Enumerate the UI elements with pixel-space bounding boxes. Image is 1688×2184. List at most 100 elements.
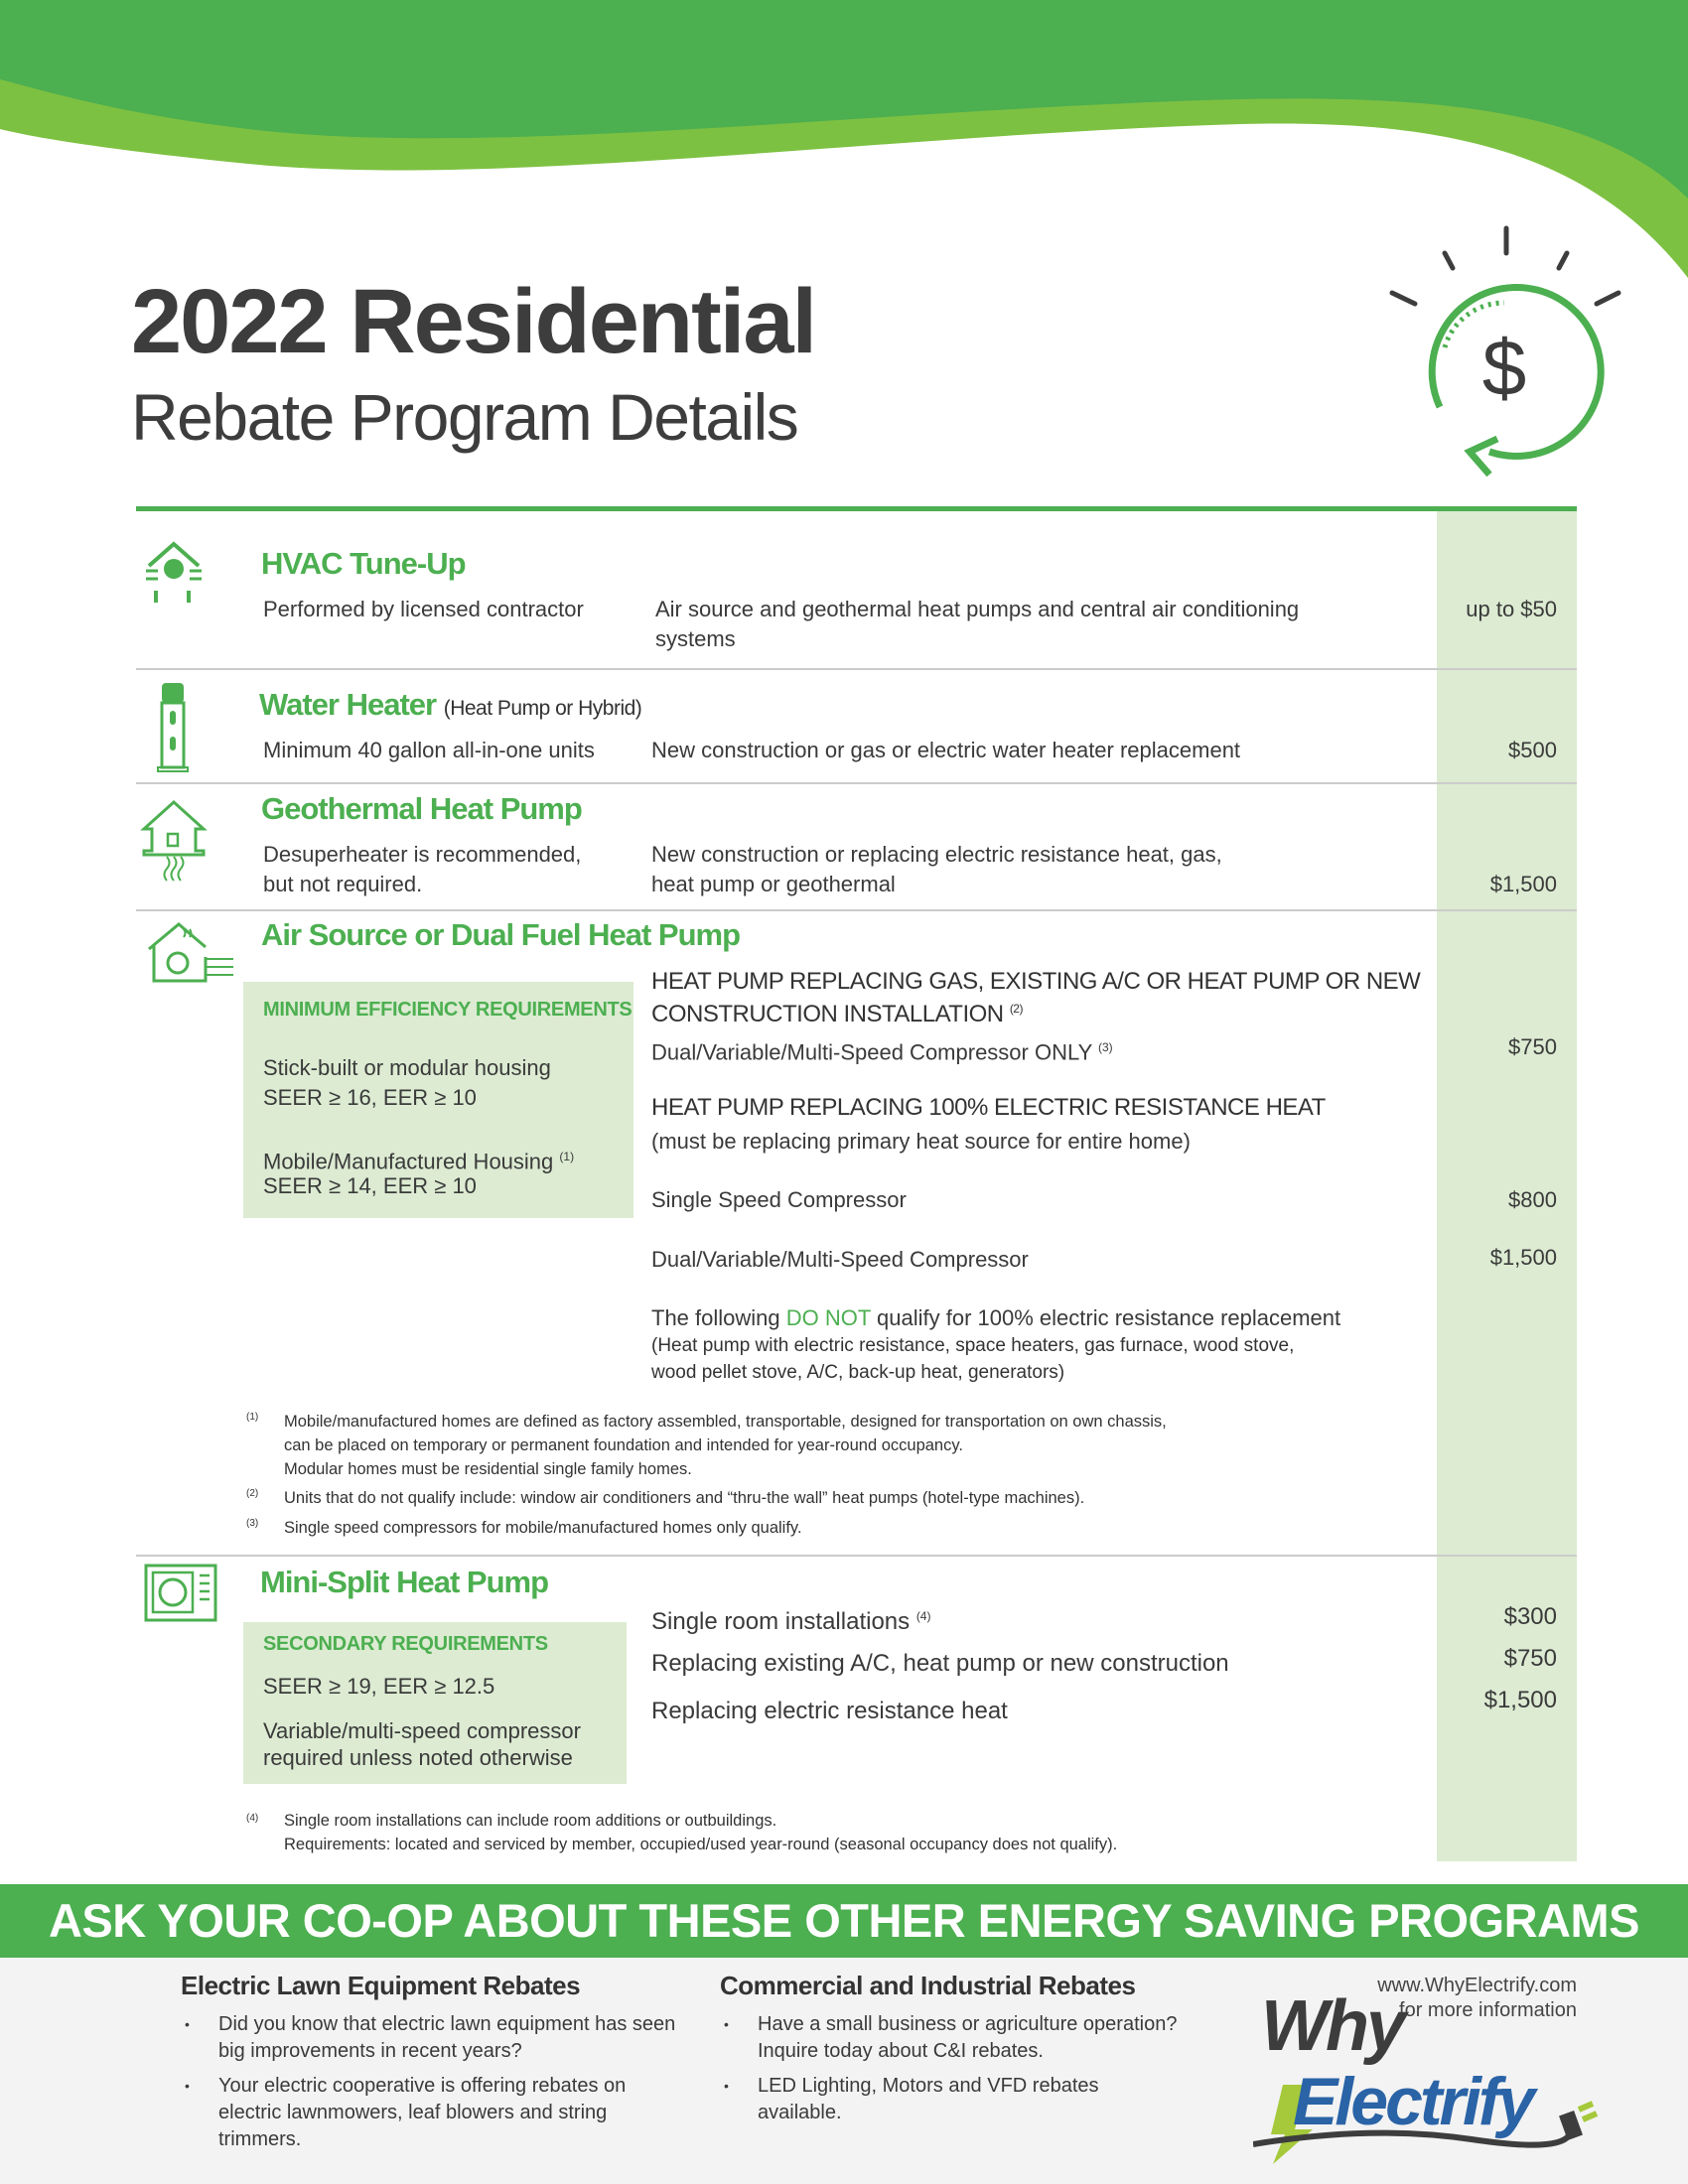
hvac-description-2: systems [655, 626, 736, 651]
footnote-line: Requirements: located and serviced by me… [284, 1836, 1118, 1853]
replacing-resistance-price: $1,500 [1483, 1687, 1557, 1713]
footnote-line: can be placed on temporary or permanent … [284, 1436, 963, 1454]
more-info-text: for more information [1399, 1999, 1577, 2021]
air-source-price-750: $750 [1508, 1034, 1557, 1059]
compressor-requirement: Variable/multi-speed compressor [263, 1718, 581, 1743]
stick-built-seer: SEER ≥ 16, EER ≥ 10 [263, 1085, 477, 1110]
multi-speed-price: $1,500 [1489, 1245, 1557, 1270]
replacing-ac-price: $750 [1503, 1645, 1557, 1672]
air-source-heat-pump-icon [148, 922, 233, 983]
cni-rebates: Commercial and Industrial Rebates Have a… [720, 1971, 1187, 2134]
single-speed-label: Single Speed Compressor [651, 1187, 907, 1212]
replacing-gas-heading: HEAT PUMP REPLACING GAS, EXISTING A/C OR… [651, 968, 1421, 995]
geothermal-price: $1,500 [1489, 872, 1557, 896]
hvac-description: Air source and geothermal heat pumps and… [655, 597, 1300, 621]
note-text: The following [651, 1305, 786, 1330]
page-title: 2022 Residential [131, 271, 817, 372]
replacing-resistance-label: Replacing electric resistance heat [651, 1698, 1008, 1724]
divider [136, 909, 1577, 911]
replacing-resistance-note: (must be replacing primary heat source f… [651, 1129, 1191, 1154]
footnote-ref: (3) [1097, 1040, 1113, 1054]
hvac-house-fan-icon [146, 541, 202, 603]
mini-split-title: Mini-Split Heat Pump [260, 1565, 549, 1599]
hvac-requirement: Performed by licensed contractor [263, 597, 584, 621]
cni-rebates-title: Commercial and Industrial Rebates [720, 1971, 1136, 2000]
mobile-housing-seer: SEER ≥ 14, EER ≥ 10 [263, 1173, 477, 1198]
mobile-housing-label: Mobile/Manufactured Housing (1) [263, 1142, 574, 1176]
hvac-title: HVAC Tune-Up [261, 546, 467, 581]
footnote-line: Single room installations can include ro… [284, 1812, 777, 1830]
water-heater-description: New construction or gas or electric wate… [651, 738, 1241, 762]
replacing-ac-label: Replacing existing A/C, heat pump or new… [651, 1650, 1229, 1677]
hvac-price: up to $50 [1466, 597, 1557, 621]
stick-built-label: Stick-built or modular housing [263, 1055, 551, 1080]
website-info[interactable]: www.WhyElectrify.com for more information [1377, 1974, 1577, 2023]
geothermal-description: New construction or replacing electric r… [651, 842, 1222, 867]
top-rule [136, 506, 1577, 511]
note-text: qualify for 100% electric resistance rep… [870, 1305, 1341, 1330]
footnote-number: (3) [246, 1518, 259, 1529]
divider [136, 1555, 1577, 1557]
footnote-line: Units that do not qualify include: windo… [284, 1489, 1085, 1507]
air-source-title: Air Source or Dual Fuel Heat Pump [261, 917, 741, 952]
secondary-requirements-box: SECONDARY REQUIREMENTS SEER ≥ 19, EER ≥ … [243, 1622, 627, 1784]
dual-speed-only: Dual/Variable/Multi-Speed Compressor ONL… [651, 1032, 1113, 1067]
mini-split-seer: SEER ≥ 19, EER ≥ 12.5 [263, 1674, 495, 1699]
single-speed-price: $800 [1508, 1187, 1557, 1212]
why-electrify-logo: Why Electrify [1253, 1986, 1599, 2164]
water-heater-requirement: Minimum 40 gallon all-in-one units [263, 738, 595, 762]
do-not-qualify-note: The following DO NOT qualify for 100% el… [651, 1303, 1340, 1333]
secondary-requirements-heading: SECONDARY REQUIREMENTS [263, 1633, 548, 1655]
water-heater-title-text: Water Heater [259, 687, 437, 722]
lawn-rebates-title: Electric Lawn Equipment Rebates [181, 1971, 581, 2000]
single-room-text: Single room installations [651, 1608, 911, 1635]
footnote-line: Mobile/manufactured homes are defined as… [284, 1413, 1167, 1431]
water-heater-qualifier: (Heat Pump or Hybrid) [443, 697, 642, 720]
min-efficiency-box: MINIMUM EFFICIENCY REQUIREMENTS Stick-bu… [243, 982, 633, 1218]
footnote-ref: (4) [915, 1609, 931, 1623]
water-heater-price: $500 [1508, 738, 1557, 762]
footnote-number: (1) [246, 1412, 259, 1423]
lawn-bullet: Your electric cooperative is offering re… [181, 2073, 677, 2153]
water-heater-title: Water Heater (Heat Pump or Hybrid) [259, 687, 642, 723]
lawn-bullet: Did you know that electric lawn equipmen… [181, 2011, 677, 2065]
replacing-gas-heading-2: CONSTRUCTION INSTALLATION (2) [651, 1001, 1023, 1028]
geothermal-requirement: Desuperheater is recommended, [263, 842, 582, 867]
footnote-ref: (1) [559, 1150, 575, 1163]
divider [136, 782, 1577, 784]
exclusions-list-2: wood pellet stove, A/C, back-up heat, ge… [651, 1362, 1065, 1383]
mini-split-unit-icon [144, 1564, 217, 1622]
geothermal-requirement-2: but not required. [263, 872, 423, 896]
footnote-number: (4) [246, 1813, 259, 1824]
cni-bullet: LED Lighting, Motors and VFD rebates ava… [720, 2073, 1187, 2126]
svg-text:Why: Why [1261, 1986, 1410, 2066]
footnote-line: Modular homes must be residential single… [284, 1460, 692, 1478]
do-not-emphasis: DO NOT [785, 1305, 871, 1330]
exclusions-list: (Heat pump with electric resistance, spa… [651, 1335, 1295, 1356]
divider [136, 668, 1577, 670]
svg-text:$: $ [1482, 324, 1527, 412]
replacing-resistance-heading: HEAT PUMP REPLACING 100% ELECTRIC RESIST… [651, 1094, 1326, 1121]
other-programs-banner: ASK YOUR CO-OP ABOUT THESE OTHER ENERGY … [0, 1884, 1688, 1958]
replacing-gas-heading-2-text: CONSTRUCTION INSTALLATION [651, 1001, 1004, 1027]
dollar-rebate-icon: $ [1389, 225, 1621, 478]
multi-speed-label: Dual/Variable/Multi-Speed Compressor [651, 1247, 1029, 1272]
footnote-number: (2) [246, 1488, 259, 1499]
svg-text:Electrify: Electrify [1293, 2064, 1539, 2139]
lawn-rebates: Electric Lawn Equipment Rebates Did you … [181, 1971, 677, 2161]
geothermal-title: Geothermal Heat Pump [261, 791, 583, 826]
geothermal-description-2: heat pump or geothermal [651, 872, 896, 896]
compressor-requirement-2: required unless noted otherwise [263, 1745, 573, 1770]
cni-bullet: Have a small business or agriculture ope… [720, 2011, 1187, 2065]
price-column [1437, 511, 1577, 1861]
min-efficiency-heading: MINIMUM EFFICIENCY REQUIREMENTS [263, 999, 633, 1021]
single-room-label: Single room installations (4) [651, 1601, 930, 1637]
single-room-price: $300 [1503, 1603, 1557, 1630]
footnote-ref: (2) [1009, 1002, 1024, 1016]
footnote-line: Single speed compressors for mobile/manu… [284, 1519, 802, 1537]
dual-speed-only-text: Dual/Variable/Multi-Speed Compressor ONL… [651, 1039, 1092, 1065]
page-subtitle: Rebate Program Details [131, 380, 799, 454]
water-heater-icon [157, 683, 189, 772]
mobile-housing-text: Mobile/Manufactured Housing [263, 1149, 554, 1174]
website-link[interactable]: www.WhyElectrify.com [1377, 1975, 1577, 1996]
